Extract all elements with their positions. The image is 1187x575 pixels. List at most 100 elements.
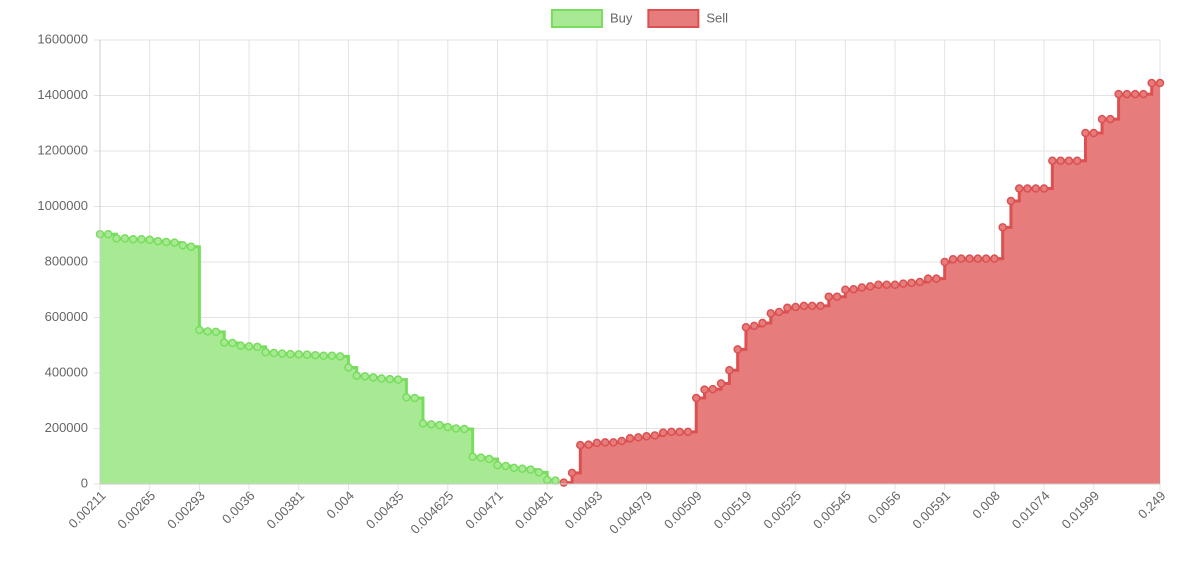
point	[377, 374, 386, 383]
x-tick-label: 0.00471	[462, 488, 506, 532]
point	[841, 285, 850, 294]
point	[551, 476, 560, 485]
point	[725, 365, 734, 375]
legend-swatch	[550, 9, 603, 28]
point	[600, 438, 610, 447]
point	[965, 254, 974, 263]
point	[940, 257, 949, 267]
point	[120, 234, 130, 243]
point	[509, 463, 519, 473]
point	[667, 427, 676, 437]
x-tick-label: 0.01074	[1009, 488, 1053, 532]
x-tick-label: 0.01999	[1058, 488, 1102, 532]
point	[286, 349, 295, 359]
point	[211, 327, 221, 337]
x-tick-label: 0.00211	[65, 488, 108, 531]
point	[824, 292, 833, 301]
point	[658, 428, 668, 437]
point	[360, 372, 370, 381]
point	[1097, 114, 1107, 124]
point	[865, 282, 875, 291]
point	[1114, 89, 1123, 99]
point	[542, 475, 552, 485]
point	[923, 274, 933, 283]
point	[170, 238, 179, 247]
point	[344, 363, 353, 372]
y-tick-label: 1200000	[37, 142, 88, 157]
point	[410, 393, 419, 403]
point	[162, 237, 171, 247]
point	[1039, 184, 1049, 193]
point	[352, 371, 361, 381]
point	[733, 345, 742, 354]
point	[716, 379, 726, 388]
point	[294, 350, 303, 359]
point	[493, 460, 502, 470]
point	[981, 254, 991, 263]
point	[104, 230, 113, 239]
x-tick-label: 0.00293	[164, 488, 208, 532]
point	[882, 280, 891, 290]
point	[625, 433, 635, 443]
point	[849, 284, 858, 294]
point	[1023, 184, 1032, 193]
point	[302, 350, 312, 359]
point	[1122, 89, 1132, 99]
point	[948, 254, 958, 264]
x-tick-label: 0.0036	[219, 488, 258, 527]
x-tick-label: 0.00381	[263, 488, 307, 532]
point	[766, 309, 776, 318]
point	[137, 234, 146, 244]
x-tick-label: 0.004979	[606, 488, 655, 537]
legend-label: Sell	[706, 10, 728, 25]
point	[427, 420, 436, 429]
y-tick-label: 1000000	[37, 198, 88, 213]
point	[791, 302, 800, 312]
point	[1081, 128, 1090, 138]
point	[484, 454, 494, 464]
point	[907, 278, 916, 288]
area	[100, 234, 556, 484]
point	[277, 349, 287, 358]
point	[650, 431, 660, 440]
x-tick-label: 0.00591	[909, 488, 953, 532]
point	[1106, 114, 1115, 124]
point	[857, 283, 867, 292]
point	[219, 338, 229, 347]
point	[932, 274, 941, 283]
point	[195, 325, 204, 335]
area	[563, 83, 1160, 484]
y-tick-label: 1400000	[37, 87, 88, 102]
y-tick-label: 800000	[45, 253, 88, 268]
x-tick-label: 0.004625	[407, 488, 456, 537]
point	[526, 465, 535, 474]
x-tick-label: 0.249	[1135, 488, 1169, 522]
point	[774, 307, 784, 317]
point	[1014, 184, 1024, 193]
point	[559, 478, 568, 487]
point	[915, 277, 925, 287]
point	[700, 385, 709, 394]
point	[576, 440, 585, 450]
y-tick-label: 200000	[45, 420, 88, 435]
point	[145, 235, 154, 245]
point	[957, 254, 966, 263]
point	[468, 452, 477, 462]
point	[369, 373, 378, 382]
point	[741, 322, 751, 332]
point	[418, 419, 428, 428]
point	[501, 461, 511, 471]
point	[592, 438, 602, 448]
point	[311, 350, 320, 360]
point	[758, 318, 767, 328]
point	[327, 351, 337, 361]
point	[1139, 89, 1148, 99]
point	[634, 433, 643, 442]
legend: Buy Sell	[550, 9, 728, 28]
point	[749, 321, 759, 331]
point	[1155, 78, 1165, 88]
point	[1056, 156, 1065, 165]
point	[1130, 89, 1140, 99]
